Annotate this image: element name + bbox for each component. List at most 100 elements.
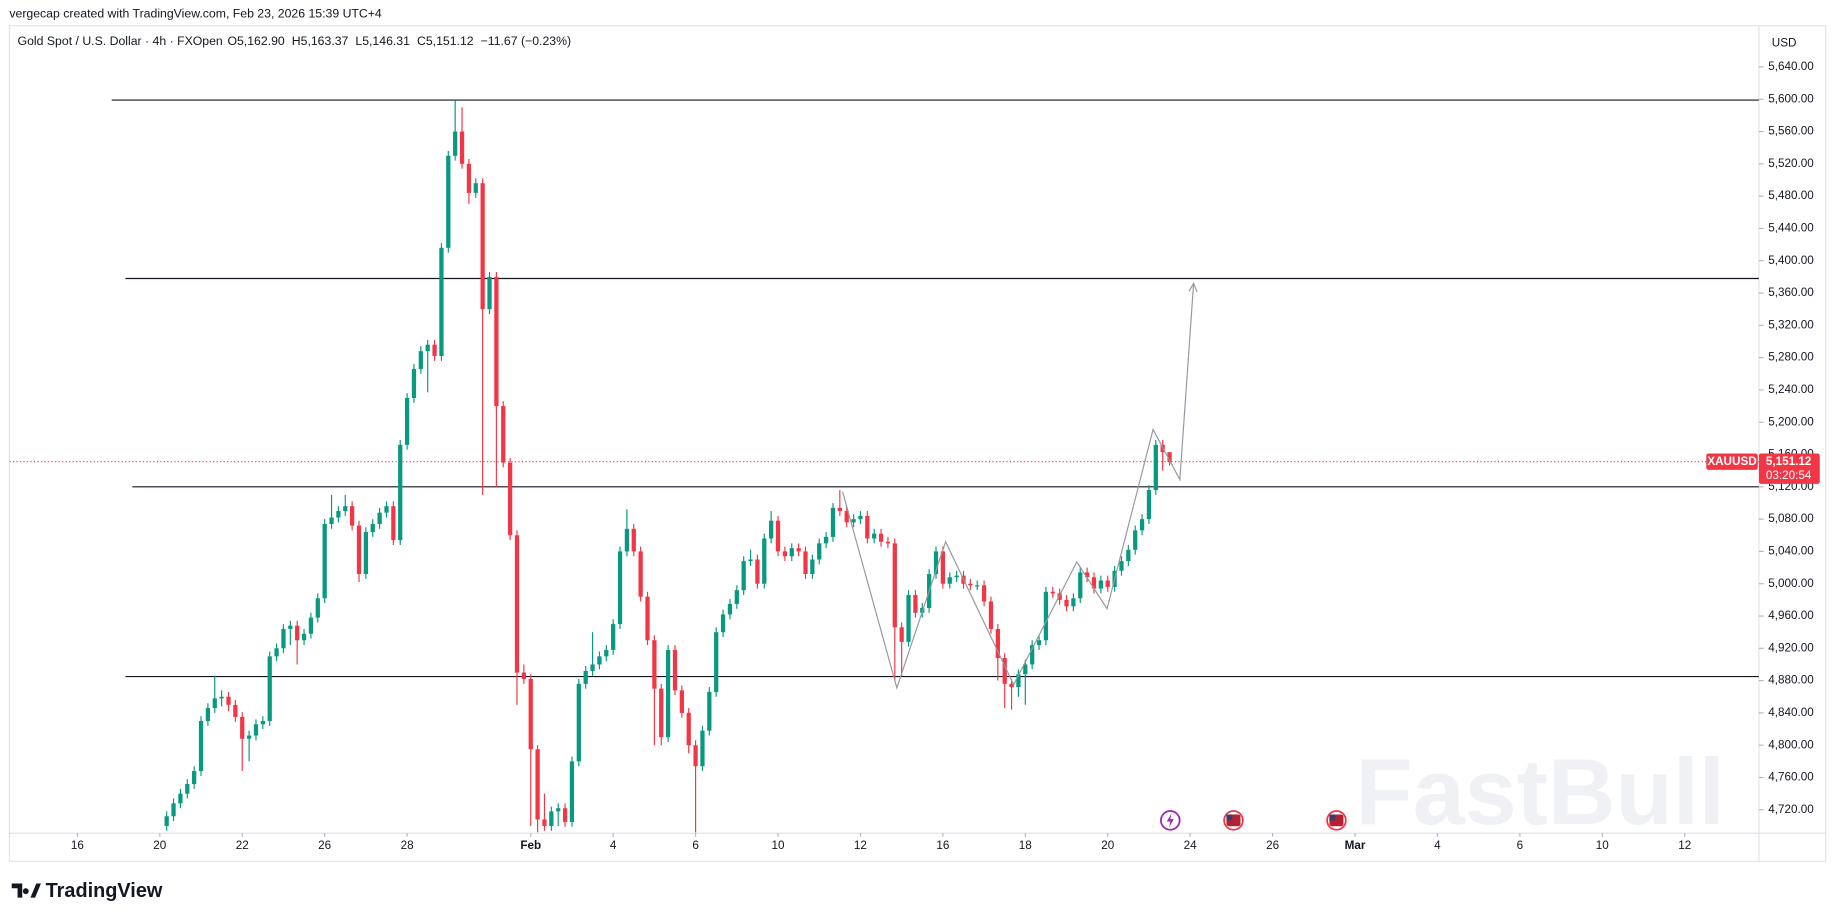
- candle-body: [404, 397, 410, 445]
- y-tick-label: 4,880.00: [1768, 674, 1814, 687]
- symbol-tag-text: XAUUSD: [1707, 455, 1756, 468]
- y-tick-label: 5,440.00: [1768, 222, 1814, 235]
- x-tick-label: 12: [1678, 839, 1691, 852]
- candle-body: [576, 683, 581, 762]
- x-tick-label: 10: [1596, 839, 1610, 852]
- y-tick-label: 5,040.00: [1768, 545, 1814, 558]
- x-tick-label: 26: [318, 839, 331, 852]
- candle-body: [830, 507, 836, 537]
- candle-body: [652, 640, 657, 689]
- candle-body: [350, 506, 355, 526]
- candle-body: [466, 163, 472, 193]
- candle-body: [480, 183, 485, 310]
- countdown-text: 03:20:54: [1766, 469, 1812, 482]
- candle-body: [611, 624, 616, 650]
- candle-body: [659, 688, 664, 738]
- y-tick-label: 5,640.00: [1768, 60, 1814, 73]
- candle-body: [185, 783, 190, 794]
- price-tag-text: 5,151.12: [1766, 455, 1812, 468]
- y-tick-label: 5,240.00: [1768, 383, 1814, 396]
- logo-mark: [11, 883, 41, 898]
- candle-body: [487, 276, 492, 310]
- candle-body: [377, 512, 382, 524]
- candle-body: [975, 585, 980, 587]
- projection-arrowhead: [1188, 281, 1198, 293]
- x-tick-label: 12: [854, 839, 867, 852]
- candle-body: [507, 462, 513, 536]
- candle-body: [226, 696, 231, 705]
- candle-body: [686, 712, 691, 746]
- candle-body: [590, 664, 595, 671]
- candle-body: [212, 698, 217, 709]
- x-tick-label: 28: [401, 839, 414, 852]
- candle-body: [700, 730, 705, 767]
- candle-body: [583, 670, 588, 684]
- candle-body: [1167, 452, 1172, 462]
- candle-body: [336, 511, 341, 518]
- frame: [8, 25, 1827, 862]
- event-icon-glyph: [1166, 813, 1174, 828]
- candle-body: [398, 444, 403, 541]
- candle-body: [198, 720, 204, 772]
- x-tick-label: 16: [71, 839, 84, 852]
- candle-body: [755, 559, 760, 584]
- y-tick-label: 4,920.00: [1768, 641, 1814, 654]
- legend-change: −11.67 (−0.23%): [481, 34, 571, 48]
- candle-body: [741, 561, 746, 591]
- candle-body: [817, 543, 822, 560]
- candle-body: [1050, 591, 1055, 594]
- candle-body: [954, 575, 959, 578]
- projection-path: [842, 283, 1195, 690]
- x-tick-label: 22: [236, 839, 249, 852]
- candle-body: [899, 627, 904, 642]
- legend-title: Gold Spot / U.S. Dollar · 4h · FXOpen: [18, 34, 223, 48]
- y-tick-label: 4,760.00: [1768, 771, 1814, 784]
- candle-body: [892, 543, 897, 628]
- candle-body: [295, 625, 300, 641]
- candle-body: [164, 816, 169, 826]
- candle-body: [604, 649, 609, 657]
- candle-body: [391, 506, 396, 541]
- candle-body: [322, 523, 327, 599]
- candle-body: [837, 507, 842, 512]
- candle-body: [727, 603, 733, 615]
- candle-body: [418, 351, 423, 369]
- candle-body: [878, 533, 884, 542]
- candle-body: [995, 628, 1000, 659]
- candle-body: [514, 535, 520, 673]
- candle-body: [638, 551, 643, 597]
- candle-body: [329, 517, 334, 524]
- candle-body: [1133, 530, 1138, 550]
- candle-body: [1105, 580, 1110, 587]
- candle-body: [274, 648, 279, 657]
- candle-body: [1139, 519, 1145, 531]
- y-tick-label: 5,520.00: [1768, 157, 1814, 170]
- candle-body: [439, 247, 444, 357]
- candle-body: [192, 771, 197, 784]
- y-tick-label: 5,080.00: [1768, 512, 1814, 525]
- candle-body: [308, 617, 314, 634]
- candle-body: [219, 696, 224, 699]
- legend-high: H5,163.37: [292, 34, 349, 48]
- candle-body: [803, 551, 808, 575]
- y-tick-label: 5,320.00: [1768, 318, 1814, 331]
- y-tick-label: 4,840.00: [1768, 706, 1814, 719]
- x-tick-label: 6: [692, 839, 699, 852]
- y-tick-label: 5,000.00: [1768, 577, 1814, 590]
- y-tick-label: 5,360.00: [1768, 286, 1814, 299]
- candle-body: [617, 551, 623, 625]
- candle-body: [1119, 561, 1124, 571]
- candle-body: [775, 520, 781, 552]
- axes: 4,720.00 4,760.00 4,800.00 4,840.00 4,880.00…: [71, 60, 1820, 852]
- candle-body: [782, 551, 788, 557]
- candle-body: [865, 515, 870, 539]
- x-tick-label: 20: [153, 839, 167, 852]
- candle-body: [1078, 572, 1083, 599]
- candle-body: [446, 155, 451, 248]
- legend: Gold Spot / U.S. Dollar · 4h · FXOpen O5,…: [18, 34, 572, 48]
- candle-body: [411, 368, 417, 398]
- candle-body: [1036, 640, 1042, 646]
